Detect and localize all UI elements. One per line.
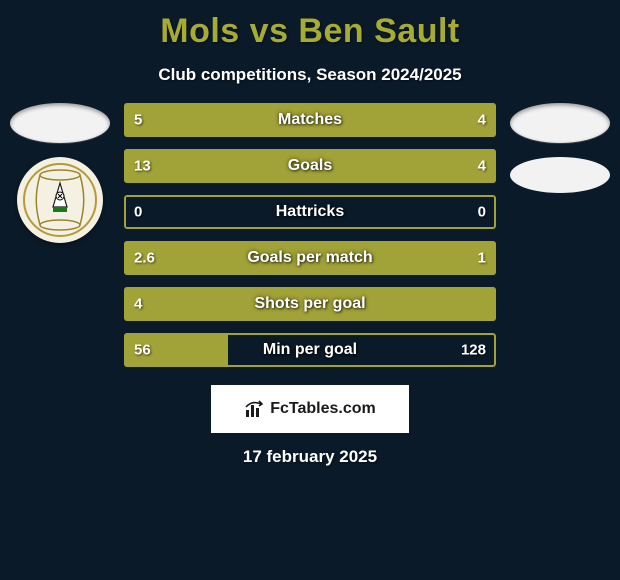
- stat-bar: 134Goals: [124, 149, 496, 183]
- right-player-club-badge: [510, 157, 610, 193]
- chart-bars-icon: [244, 398, 266, 420]
- left-player-column: [0, 103, 120, 243]
- left-player-avatar: [10, 103, 110, 143]
- stat-bar-fill-left: [124, 149, 407, 183]
- stat-bar-fill-left: [124, 333, 228, 367]
- club-crest-icon: [23, 163, 97, 237]
- comparison-infographic: Mols vs Ben Sault Club competitions, Sea…: [0, 0, 620, 580]
- stat-bar-outline: [124, 195, 496, 229]
- source-attribution: FcTables.com: [211, 385, 409, 433]
- stat-bar-fill-left: [124, 241, 392, 275]
- stat-bar-fill-right: [407, 149, 496, 183]
- page-title: Mols vs Ben Sault: [0, 12, 620, 51]
- stat-bar-label: Hattricks: [124, 203, 496, 221]
- stat-bar-left-value: 0: [134, 204, 142, 221]
- stat-bar-fill-left: [124, 103, 329, 137]
- left-player-club-badge: [17, 157, 103, 243]
- main-row: 54Matches 134Goals 0 0Hattricks 2.61Goals pe…: [0, 103, 620, 379]
- footer-date: 17 february 2025: [0, 447, 620, 467]
- stat-bar: 2.61Goals per match: [124, 241, 496, 275]
- right-player-column: [500, 103, 620, 193]
- source-brand-text: FcTables.com: [270, 400, 376, 418]
- right-player-avatar: [510, 103, 610, 143]
- subtitle: Club competitions, Season 2024/2025: [0, 65, 620, 85]
- stat-bar: 0 0Hattricks: [124, 195, 496, 229]
- stat-bar-fill-left: [124, 287, 496, 321]
- stat-bar-fill-right: [392, 241, 496, 275]
- stat-bar: 56128Min per goal: [124, 333, 496, 367]
- stat-bar: 54Matches: [124, 103, 496, 137]
- stat-bars-column: 54Matches 134Goals 0 0Hattricks 2.61Goals pe…: [120, 103, 500, 379]
- stat-bar-right-value: 128: [461, 342, 486, 359]
- stat-bar: 4Shots per goal: [124, 287, 496, 321]
- stat-bar-right-value: 0: [478, 204, 486, 221]
- stat-bar-fill-right: [329, 103, 496, 137]
